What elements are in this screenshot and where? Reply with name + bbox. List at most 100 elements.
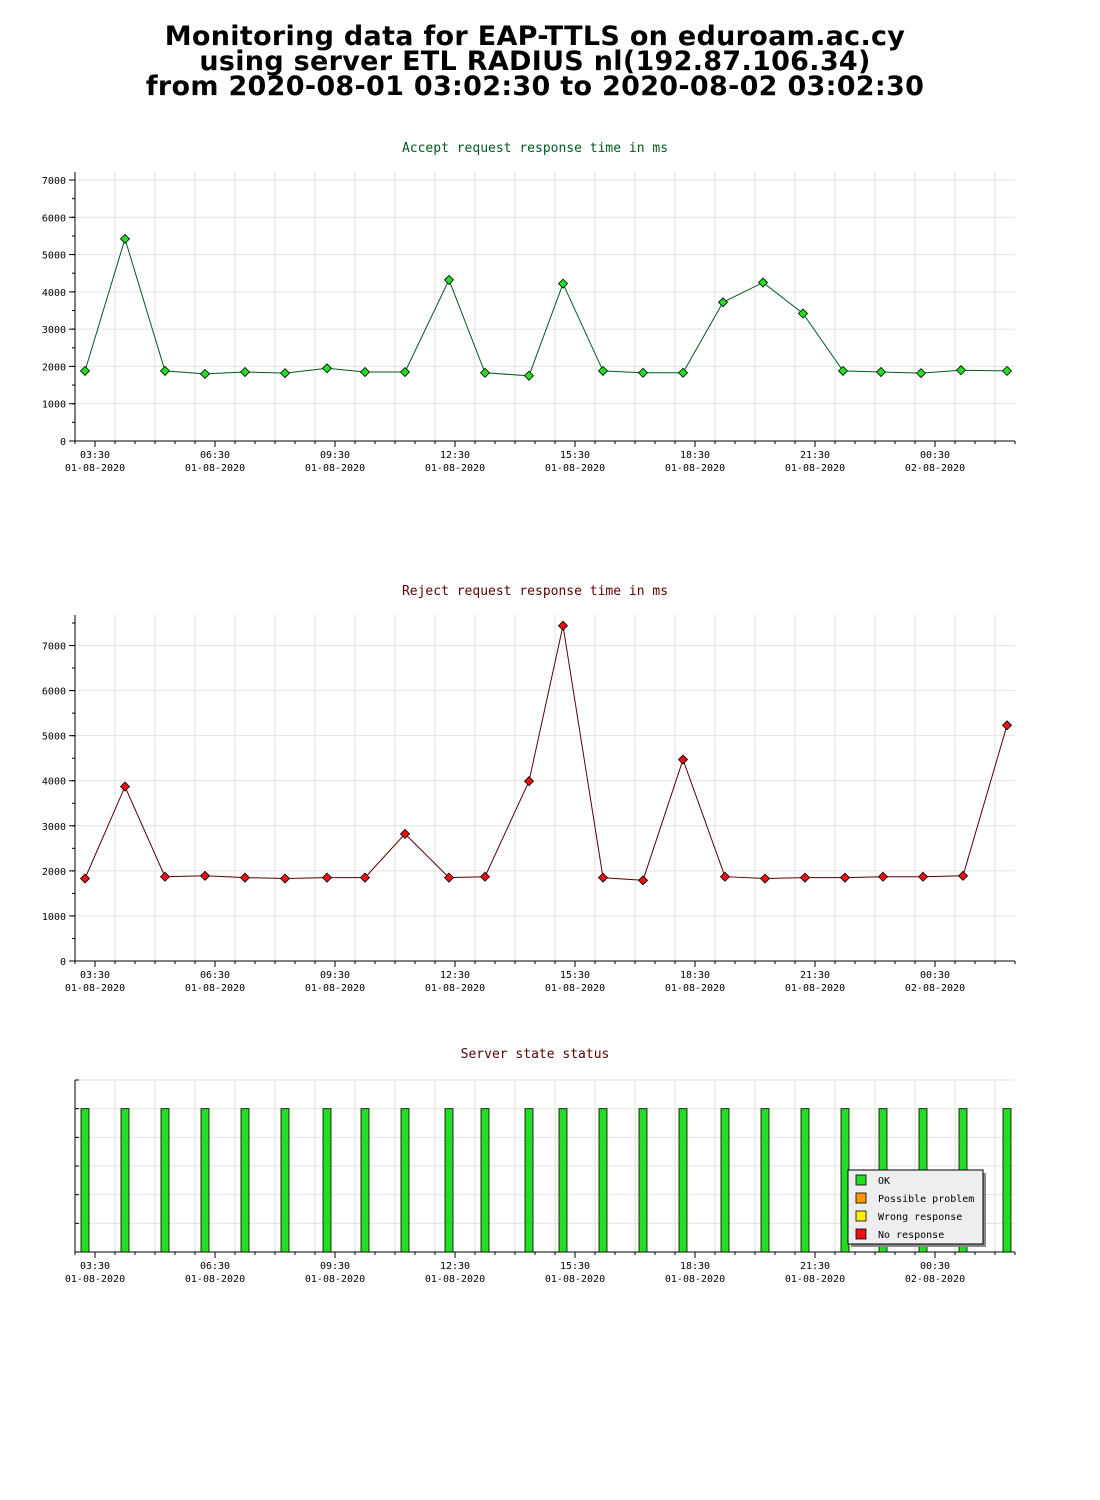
chart-title: Server state status [461,1047,610,1062]
status-bar [120,1108,130,1253]
y-tick-label: 5000 [42,732,66,743]
page-title: Monitoring data for EAP-TTLS on eduroam.… [0,21,1070,102]
data-point [955,365,967,376]
x-tick-label-date: 01-08-2020 [305,1274,365,1285]
data-point [637,367,649,378]
accept-response-chart: Accept request response time in ms 03:30 0… [42,141,1016,474]
x-tick-label-date: 01-08-2020 [665,1274,725,1285]
data-point [479,367,491,378]
x-tick-label-date: 01-08-2020 [425,1274,485,1285]
series-line [84,237,1008,377]
x-tick-label-time: 00:30 [920,970,950,981]
server-status-chart: Server state status 03:30 01-08-2020 06:30 0… [65,1047,1016,1285]
x-tick-label-date: 01-08-2020 [665,463,725,474]
status-bar [720,1108,730,1253]
legend-swatch [855,1192,867,1204]
x-tick-label-date: 01-08-2020 [545,463,605,474]
data-point [637,875,649,886]
data-point [479,871,491,882]
status-bar [400,1108,410,1253]
x-tick-label-date: 01-08-2020 [65,463,125,474]
data-point [839,872,851,883]
data-point [757,277,769,288]
x-tick-label-date: 01-08-2020 [425,463,485,474]
status-bar [638,1108,648,1253]
data-point [79,365,91,376]
x-tick-label-date: 01-08-2020 [185,983,245,994]
data-point [677,367,689,378]
data-point [359,366,371,378]
reject-response-chart: Reject request response time in ms 03:30 0… [42,584,1016,994]
data-point [279,873,291,884]
data-point [719,871,731,882]
data-point [597,365,609,376]
status-bar [480,1108,490,1253]
data-point [321,363,333,374]
status-bar [558,1108,568,1253]
x-tick-label-time: 18:30 [680,1261,710,1272]
x-tick-label-date: 01-08-2020 [545,983,605,994]
y-tick-label: 3000 [42,325,66,336]
chart-title: Accept request response time in ms [402,141,668,156]
y-tick-label: 7000 [42,176,66,187]
data-point [239,872,251,883]
y-tick-label: 4000 [42,777,66,788]
data-point [797,308,809,319]
x-tick-label-date: 02-08-2020 [905,1274,965,1285]
y-tick-label: 0 [60,437,66,448]
legend-box [847,1169,984,1245]
data-point [1001,365,1013,376]
x-tick-label-time: 15:30 [560,1261,590,1272]
data-point [159,365,171,376]
data-point [677,754,689,765]
data-point [1001,720,1013,731]
status-bar [1002,1108,1012,1253]
data-point [321,872,333,883]
x-tick-label-date: 01-08-2020 [65,1274,125,1285]
data-point [875,366,887,378]
title-line-3: from 2020-08-01 03:02:30 to 2020-08-02 0… [145,71,925,102]
legend-label: OK [878,1176,890,1187]
y-tick-label: 2000 [42,867,66,878]
status-bar [678,1108,688,1253]
status-bar [360,1108,370,1253]
data-point [399,828,411,839]
x-tick-label-date: 01-08-2020 [305,983,365,994]
status-bar [160,1108,170,1253]
x-tick-label-time: 12:30 [440,970,470,981]
data-point [79,873,91,884]
data-point [359,872,371,883]
x-tick-label-time: 18:30 [680,970,710,981]
x-tick-label-time: 12:30 [440,1261,470,1272]
data-point [443,872,455,883]
y-tick-label: 1000 [42,912,66,923]
legend-swatch [855,1174,867,1186]
data-point [159,871,171,882]
x-tick-label-time: 03:30 [80,1261,110,1272]
status-bar [322,1108,332,1253]
x-tick-label-date: 01-08-2020 [305,463,365,474]
x-tick-label-date: 01-08-2020 [785,983,845,994]
data-point [119,233,131,244]
x-tick-label-time: 06:30 [200,970,230,981]
data-point [917,871,929,882]
y-tick-label: 6000 [42,213,66,224]
x-tick-label-date: 01-08-2020 [185,1274,245,1285]
series-line [84,625,1008,881]
data-point [717,297,729,308]
x-tick-label-date: 01-08-2020 [65,983,125,994]
status-bar [800,1108,810,1253]
data-point [837,365,849,376]
x-tick-label-date: 02-08-2020 [905,983,965,994]
data-point [399,366,411,378]
x-tick-label-time: 18:30 [680,450,710,461]
y-tick-label: 3000 [42,822,66,833]
x-tick-label-time: 21:30 [800,1261,830,1272]
x-tick-label-time: 03:30 [80,970,110,981]
x-tick-label-time: 15:30 [560,970,590,981]
legend-swatch [855,1228,867,1240]
status-bar [524,1108,534,1253]
title-line-1: Monitoring data for EAP-TTLS on eduroam.… [164,21,906,52]
legend-label: Wrong response [878,1212,962,1223]
data-point [523,776,535,787]
